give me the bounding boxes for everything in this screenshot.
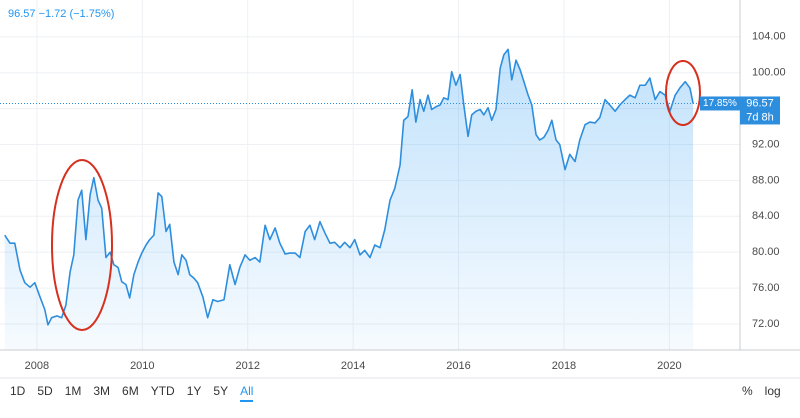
toolbar-button[interactable]: 1Y: [186, 384, 202, 398]
percent-box: [700, 96, 740, 111]
price-label: 96.57: [746, 97, 774, 109]
y-tick-label: 100.00: [752, 67, 786, 79]
y-tick-label: 80.00: [752, 246, 780, 258]
toolbar-button[interactable]: 6M: [122, 384, 139, 398]
x-tick-label: 2010: [130, 360, 154, 372]
area: [4, 49, 694, 351]
y-tick-label: 88.00: [752, 174, 780, 186]
y-tick-label: 92.00: [752, 138, 780, 150]
x-tick-label: 2018: [552, 360, 576, 372]
chart: 96.57 −1.72 (−1.75%) 72.00 76.00 80.00 84.0…: [0, 0, 800, 379]
highlight-ellipse: [665, 60, 701, 126]
line: [4, 48, 694, 326]
scale-options: % log: [742, 384, 781, 398]
price-box: [740, 96, 780, 125]
toolbar-button[interactable]: 1D: [10, 384, 26, 398]
toolbar-button[interactable]: All: [240, 384, 254, 402]
percent-label: 17.85%: [703, 98, 737, 109]
toolbar-button[interactable]: %: [742, 384, 753, 398]
y-tick-label: 72.00: [752, 318, 780, 330]
toolbar-button[interactable]: 3M: [93, 384, 111, 398]
toolbar-button[interactable]: YTD: [150, 384, 175, 398]
y-tick-label: 104.00: [752, 31, 786, 43]
x-tick-label: 2008: [25, 360, 49, 372]
countdown-label: 7d 8h: [746, 111, 774, 123]
toolbar-button[interactable]: 1M: [64, 384, 82, 398]
legend-text: 96.57 −1.72 (−1.75%): [8, 8, 114, 20]
range-bar: 1D 5D 1M 3M 6M YTD 1Y 5Y All: [10, 384, 254, 402]
x-tick-label: 2020: [657, 360, 681, 372]
y-tick-label: 76.00: [752, 282, 780, 294]
x-tick-label: 2014: [341, 360, 365, 372]
highlight-ellipse: [51, 159, 113, 331]
toolbar-button[interactable]: log: [764, 384, 781, 398]
x-tick-label: 2016: [446, 360, 470, 372]
x-tick-label: 2012: [235, 360, 259, 372]
toolbar-button[interactable]: 5Y: [213, 384, 229, 398]
y-tick-label: 84.00: [752, 210, 780, 222]
toolbar-button[interactable]: 5D: [37, 384, 53, 398]
